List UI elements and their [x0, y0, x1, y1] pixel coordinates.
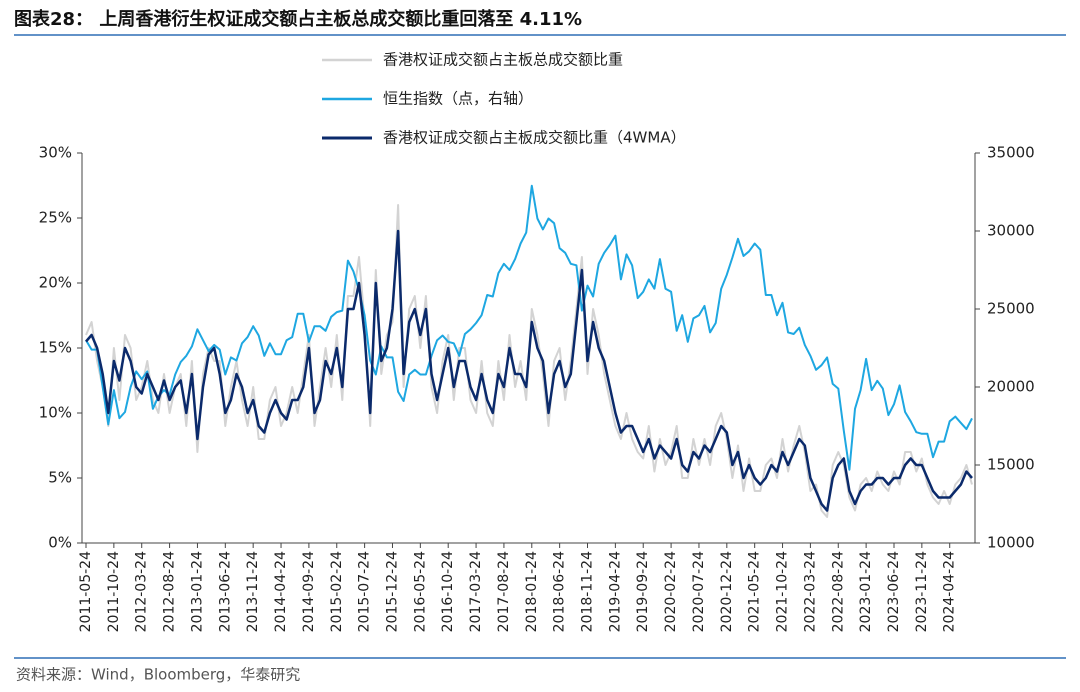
x-tick-label: 2022-08-24 [830, 551, 846, 632]
x-tick-label: 2013-01-24 [189, 551, 205, 632]
y-tick-label: 5% [48, 469, 72, 487]
x-tick-label: 2024-04-24 [942, 551, 958, 632]
y2-tick-label: 30000 [987, 222, 1035, 240]
legend-label: 香港权证成交额占主板总成交额比重 [383, 51, 623, 69]
x-tick-label: 2020-02-24 [663, 551, 679, 632]
legend-label: 香港权证成交额占主板成交额比重（4WMA） [383, 129, 686, 147]
chart-title: 图表28： 上周香港衍生权证成交额占主板总成交额比重回落至 4.11% [14, 8, 582, 30]
legend-label: 恒生指数（点，右轴） [383, 90, 533, 108]
x-tick-label: 2023-11-24 [914, 551, 930, 632]
y2-tick-label: 35000 [987, 144, 1035, 162]
x-tick-label: 2013-11-24 [245, 551, 261, 632]
x-tick-label: 2016-05-24 [412, 551, 428, 632]
x-tick-label: 2014-04-24 [273, 551, 289, 632]
x-tick-label: 2021-10-24 [775, 551, 791, 632]
x-tick-label: 2018-01-24 [524, 551, 540, 632]
y2-tick-label: 25000 [987, 300, 1035, 318]
x-tick-label: 2023-01-24 [858, 551, 874, 632]
x-tick-label: 2012-08-24 [162, 551, 178, 632]
x-tick-label: 2020-07-24 [691, 551, 707, 632]
series-line [85, 184, 973, 471]
x-tick-label: 2018-11-24 [580, 551, 596, 632]
source: 资料来源：Wind，Bloomberg，华泰研究 [16, 666, 300, 684]
x-tick-label: 2011-05-24 [78, 551, 94, 632]
x-tick-label: 2020-12-24 [719, 551, 735, 632]
y2-tick-label: 10000 [987, 534, 1035, 552]
y-tick-label: 25% [39, 209, 72, 227]
x-tick-label: 2017-08-24 [496, 551, 512, 632]
x-tick-label: 2013-06-24 [217, 551, 233, 632]
x-tick-label: 2019-09-24 [635, 551, 651, 632]
x-tick-label: 2021-05-24 [747, 551, 763, 632]
x-tick-label: 2014-09-24 [301, 551, 317, 632]
y-tick-label: 10% [39, 404, 72, 422]
y-tick-label: 30% [39, 144, 72, 162]
y-tick-label: 0% [48, 534, 72, 552]
x-tick-label: 2023-06-24 [886, 551, 902, 632]
x-tick-label: 2011-10-24 [106, 551, 122, 632]
y2-tick-label: 15000 [987, 456, 1035, 474]
x-tick-label: 2019-04-24 [607, 551, 623, 632]
x-tick-label: 2015-12-24 [384, 551, 400, 632]
x-tick-label: 2015-02-24 [329, 551, 345, 632]
x-tick-label: 2012-03-24 [134, 551, 150, 632]
x-tick-label: 2022-03-24 [802, 551, 818, 632]
x-tick-label: 2016-10-24 [440, 551, 456, 632]
x-tick-label: 2017-03-24 [468, 551, 484, 632]
y-tick-label: 15% [39, 339, 72, 357]
x-tick-label: 2015-07-24 [357, 551, 373, 632]
x-tick-label: 2018-06-24 [552, 551, 568, 632]
y2-tick-label: 20000 [987, 378, 1035, 396]
y-tick-label: 20% [39, 274, 72, 292]
series-line [85, 229, 973, 512]
